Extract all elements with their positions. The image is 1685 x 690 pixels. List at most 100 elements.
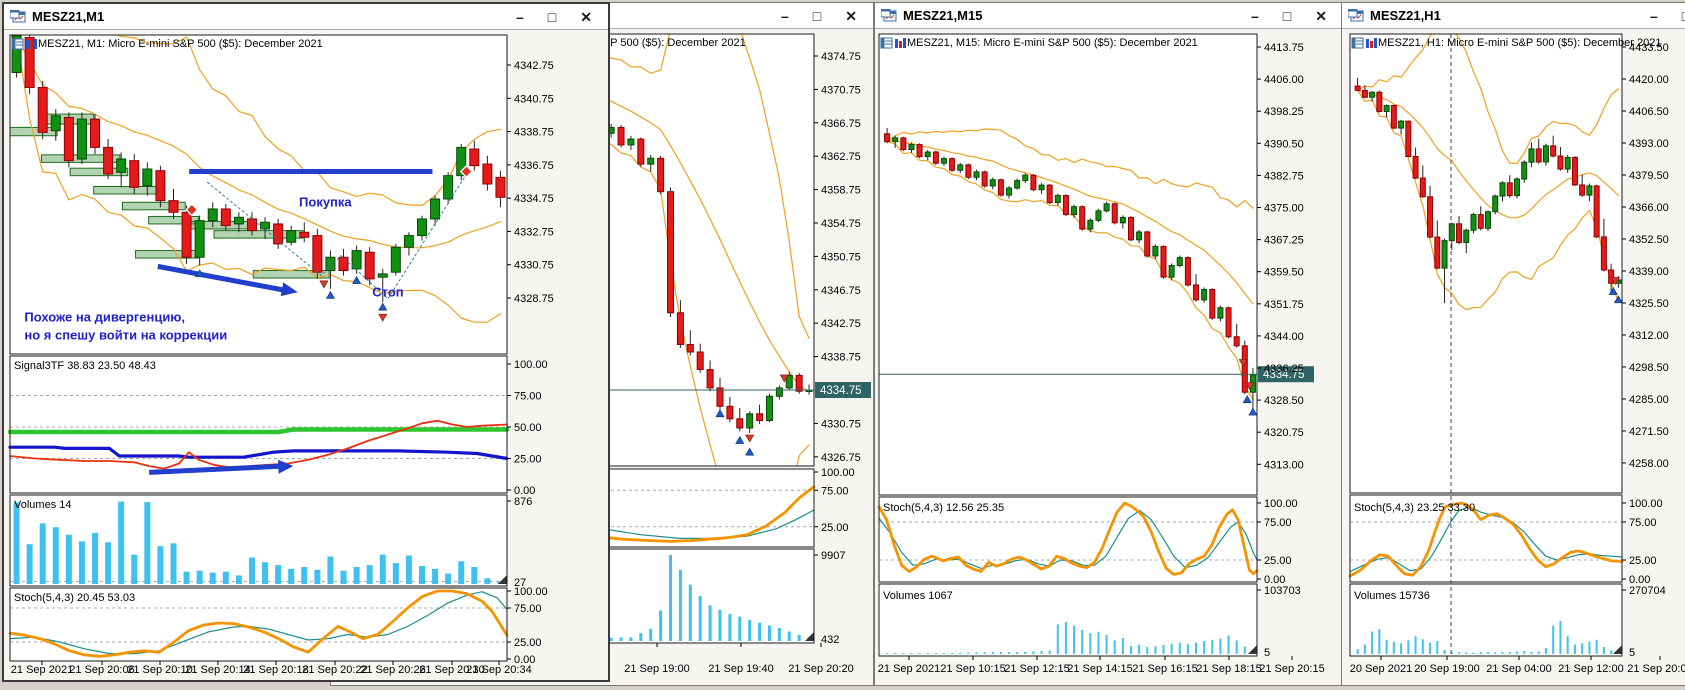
chart-toolbar-icons[interactable] (1351, 37, 1377, 49)
chart-window-icon (10, 10, 26, 23)
volume-scale-marker-icon (805, 632, 814, 641)
bars-icon (895, 39, 898, 48)
minimize-button[interactable]: – (1251, 8, 1259, 24)
price-axis[interactable]: 4374.75 4370.75 4366.75 4362.75 4358.75 4354.… (814, 51, 861, 464)
svg-text:21 Sep 20:06: 21 Sep 20:06 (69, 664, 134, 676)
svg-text:100.00: 100.00 (514, 586, 548, 598)
volume-bar (767, 625, 771, 641)
svg-text:27: 27 (514, 577, 526, 589)
main-chart-plot[interactable] (1354, 29, 1622, 311)
candle (686, 343, 694, 353)
svg-text:0.00: 0.00 (1629, 574, 1650, 586)
candle (973, 171, 980, 178)
svg-text:4367.25: 4367.25 (1264, 235, 1304, 247)
candle (390, 246, 401, 273)
maximize-button[interactable]: □ (547, 9, 557, 25)
trade-diamond-icon (185, 203, 199, 217)
svg-text:4342.75: 4342.75 (514, 60, 554, 72)
svg-text:21 Sep 18:15: 21 Sep 18:15 (1196, 663, 1261, 675)
volume-bar (1378, 629, 1381, 654)
volume-bar (1024, 651, 1027, 654)
chart-toolbar-icons[interactable] (11, 38, 37, 50)
volume-bar (639, 633, 643, 641)
svg-text:4354.75: 4354.75 (821, 218, 861, 230)
candle (1217, 307, 1224, 319)
candle (1087, 219, 1094, 230)
svg-text:4326.75: 4326.75 (821, 452, 861, 464)
window-titlebar[interactable]: MESZ21,M15 – □ ✕ (875, 3, 1343, 29)
candle (1593, 185, 1600, 238)
minimize-button[interactable]: – (781, 8, 789, 24)
price-axis[interactable]: 4413.75 4406.00 4398.25 4390.50 4382.75 4375.… (1257, 42, 1304, 471)
candle (1448, 223, 1455, 242)
minimize-button[interactable]: – (516, 9, 524, 25)
svg-text:4334.75: 4334.75 (820, 385, 862, 397)
volume-bar (222, 571, 229, 584)
close-button[interactable]: ✕ (580, 9, 592, 25)
chart-symbol-label: MESZ21, M1: Micro E-mini S&P 500 ($5): D… (38, 38, 323, 50)
svg-text:21 Sep 20:22: 21 Sep 20:22 (302, 664, 367, 676)
svg-text:4398.25: 4398.25 (1264, 106, 1304, 118)
volume-bar (1056, 624, 1059, 654)
svg-text:21 Sep 20:34: 21 Sep 20:34 (466, 664, 531, 676)
volume-bar (1443, 649, 1446, 654)
stop-label: Стоп (372, 284, 403, 299)
time-axis[interactable]: 20 Sep 2021 20 Sep 19:00 21 Sep 04:00 21 Se… (1350, 656, 1685, 675)
volume-bar (975, 652, 978, 654)
close-button[interactable]: ✕ (1315, 8, 1327, 24)
candle (1405, 120, 1412, 157)
candle (103, 146, 114, 175)
main-chart-plot[interactable] (10, 30, 506, 323)
candle (469, 148, 480, 167)
volume-bar (1371, 631, 1374, 654)
candle (116, 158, 127, 173)
close-button[interactable]: ✕ (845, 8, 857, 24)
candle (1477, 214, 1484, 229)
volume-bar (1429, 642, 1432, 654)
volume-bar (787, 631, 791, 641)
main-chart-plot[interactable] (879, 127, 1257, 416)
volume-bar (910, 653, 913, 654)
window-titlebar[interactable]: MESZ21,M1 – □ ✕ (4, 4, 608, 30)
price-axis[interactable]: 4342.75 4340.75 4338.75 4336.75 4334.75 4332.… (507, 60, 554, 305)
window-titlebar[interactable]: MESZ21,H1–□✕ (1342, 3, 1685, 29)
volume-bar (1508, 651, 1511, 654)
minimize-button[interactable]: – (1650, 8, 1658, 24)
maximize-button[interactable]: □ (812, 8, 822, 24)
volume-bar (78, 541, 85, 584)
maximize-button[interactable]: □ (1682, 9, 1685, 23)
svg-text:4339.00: 4339.00 (1629, 266, 1669, 278)
volume-bar (131, 554, 138, 584)
volume-bar (991, 652, 994, 654)
chart-toolbar-icons[interactable] (880, 37, 906, 49)
chart-window-h1: MESZ21,H1–□✕4433.504420.004406.504393.00… (1341, 2, 1685, 686)
candle (965, 164, 972, 178)
volume-bar (1243, 646, 1246, 654)
volume-bar (1235, 640, 1238, 654)
svg-text:4359.50: 4359.50 (1264, 267, 1304, 279)
buy-arrow-icon (325, 290, 335, 299)
volume-bar (999, 651, 1002, 654)
svg-text:4328.75: 4328.75 (514, 293, 554, 305)
note-line2: но я спешу войти на коррекции (24, 328, 227, 343)
volume-bar (379, 554, 386, 584)
price-axis[interactable]: 4433.50 4420.00 4406.50 4393.00 4379.50 4366.… (1622, 42, 1669, 470)
candle (1160, 245, 1167, 278)
volume-bar (248, 557, 255, 584)
maximize-button[interactable]: □ (1282, 8, 1292, 24)
volume-bar (1138, 644, 1141, 654)
annotation-arrow[interactable] (157, 263, 291, 294)
volume-bar (1081, 629, 1084, 654)
candle (1376, 91, 1383, 112)
svg-text:4390.50: 4390.50 (1264, 138, 1304, 150)
candle (1550, 145, 1557, 157)
svg-text:4375.00: 4375.00 (1264, 203, 1304, 215)
pattern-zone (121, 201, 186, 211)
volume-bar (1129, 645, 1132, 654)
buy-arrow-icon (1242, 395, 1252, 403)
svg-text:4312.00: 4312.00 (1629, 330, 1669, 342)
candle (1014, 180, 1021, 189)
